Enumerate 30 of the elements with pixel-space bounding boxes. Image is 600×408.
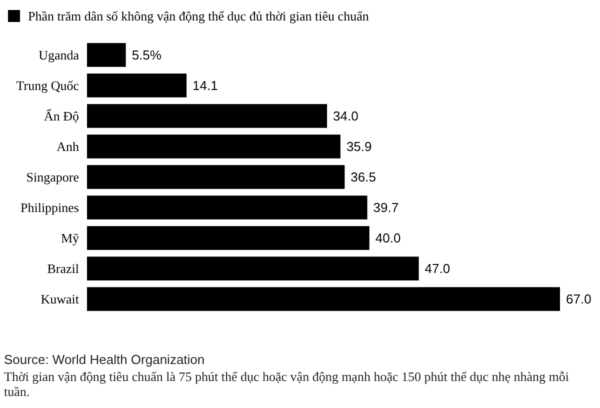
y-tick-label: Mỹ: [60, 230, 80, 246]
bar: [87, 256, 419, 280]
bar: [87, 134, 340, 158]
data-label: 39.7: [373, 200, 399, 216]
bar: [87, 287, 560, 311]
data-label: 14.1: [192, 78, 218, 93]
y-tick-label: Philippines: [20, 200, 79, 216]
data-label: 35.9: [346, 138, 372, 154]
y-tick-label: Uganda: [38, 47, 80, 62]
bar: [87, 74, 187, 98]
data-label: 36.5: [350, 170, 376, 184]
bar: [87, 104, 328, 128]
bar: [87, 196, 368, 220]
bar: [87, 43, 126, 67]
text: Thời gian vận động tiêu chuẩn là 75 phút thể dục hoặc vận động mạnh hoặc 150 phút thể dục nhẹ nhàng mỗi tuần.: [4, 369, 570, 399]
data-label: 34.0: [333, 108, 358, 124]
bar: [87, 165, 345, 189]
y-tick-label: Singapore: [26, 170, 80, 184]
y-tick-label: Anh: [56, 138, 80, 154]
source-note: Source: World Health Organization: [4, 352, 205, 367]
y-tick-label: Ấn Độ: [44, 108, 79, 124]
data-label: 5.5%: [132, 47, 162, 62]
y-tick-label: Trung Quốc: [16, 78, 80, 93]
data-label: 47.0: [424, 261, 450, 276]
y-tick-label: Brazil: [47, 261, 80, 276]
y-tick-label: Kuwait: [40, 292, 80, 307]
data-label: 40.0: [375, 230, 401, 246]
data-label: 67.0: [566, 292, 592, 307]
bar: [87, 226, 370, 250]
legend-label: Phần trăm dân số không vận động thể dục đủ thời gian tiêu chuẩn: [28, 8, 370, 24]
